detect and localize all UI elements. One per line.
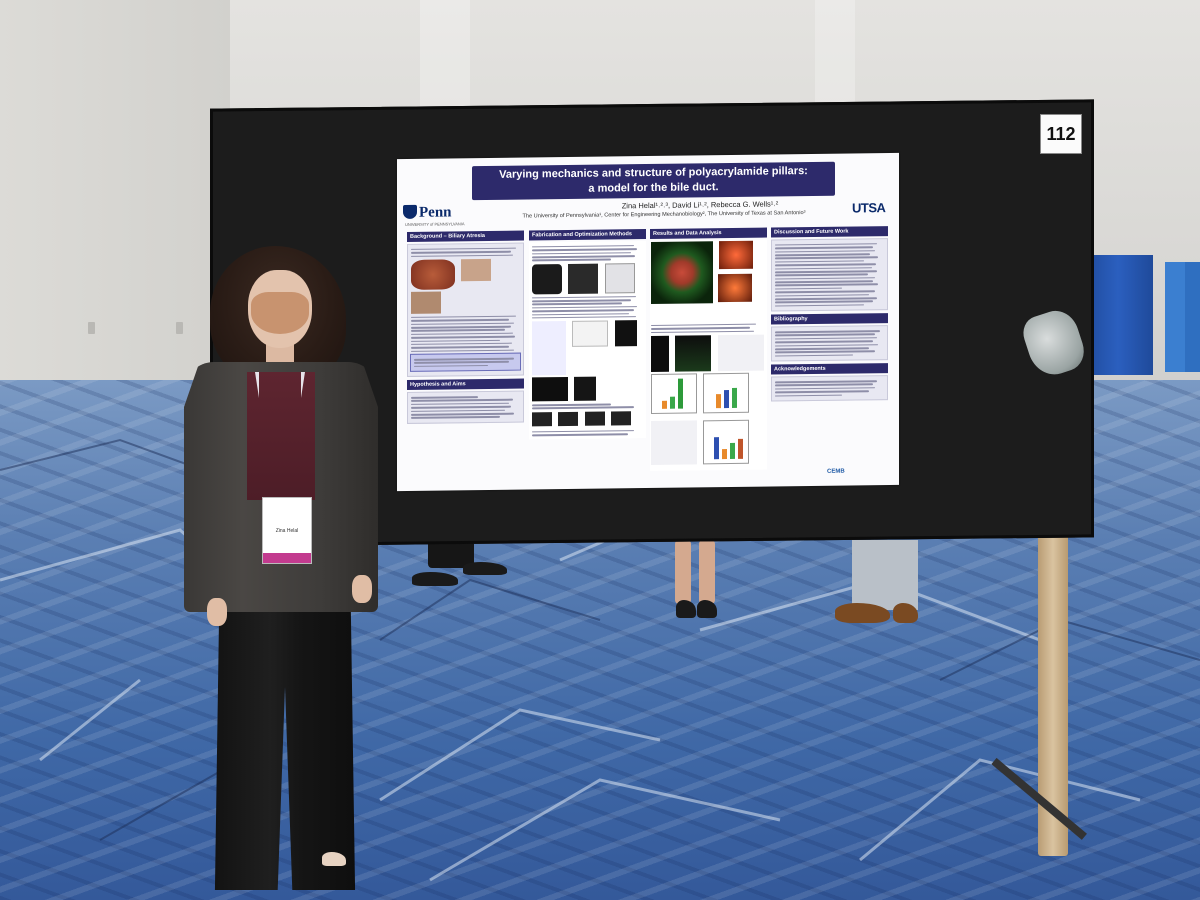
liver-illustration (411, 259, 455, 290)
section-heading: Acknowledgements (771, 363, 888, 375)
face-mask (251, 292, 309, 334)
presenter-hand (352, 575, 372, 603)
microscopy-image (718, 273, 752, 303)
booth-number: 112 (1040, 114, 1082, 154)
section-body (650, 239, 767, 471)
wall-outlet (88, 322, 95, 334)
figure-image (614, 320, 637, 347)
figure-image (611, 411, 632, 426)
background-person-leg (699, 540, 715, 604)
microscopy-image (719, 240, 754, 270)
background-person-trousers (852, 540, 918, 610)
bar-chart-figure (703, 372, 750, 414)
microscopy-image (651, 241, 713, 304)
badge-stripe (263, 553, 311, 563)
name-badge: Zina Helal (262, 497, 312, 564)
section-heading: Fabrication and Optimization Methods (529, 229, 646, 241)
objective-box (410, 352, 521, 373)
shoe (676, 600, 696, 618)
section-heading: Discussion and Future Work (771, 226, 888, 238)
wall-outlet (176, 322, 183, 334)
utsa-logo: UTSA (852, 200, 886, 216)
shoe (412, 572, 458, 586)
shoe (697, 600, 717, 618)
poster-column-4: Discussion and Future Work Bibliography … (771, 226, 888, 482)
microscopy-image (651, 335, 669, 372)
poster-column-2: Fabrication and Optimization Methods (529, 229, 646, 485)
blue-curtain (1083, 255, 1153, 375)
figure-image (604, 262, 635, 294)
poster-column-3: Results and Data Analysis (650, 227, 767, 484)
section-heading: Hypothesis and Aims (407, 378, 524, 391)
figure-caption-block (651, 420, 697, 465)
brown-shoe (835, 603, 890, 623)
penn-logo-subtitle: UNIVERSITY of PENNSYLVANIA (405, 221, 465, 227)
exhibit-banner (1165, 262, 1187, 372)
figure-image (411, 291, 441, 314)
presenter-hand (207, 598, 227, 626)
figure-image (572, 320, 609, 348)
research-poster: Varying mechanics and structure of polya… (397, 152, 899, 492)
figure-image (532, 412, 552, 427)
section-body (771, 375, 888, 402)
brown-shoe (893, 603, 918, 623)
section-body (771, 325, 888, 362)
section-body (771, 238, 888, 312)
penn-logo-text: Penn (419, 204, 452, 221)
bar-chart-figure (703, 419, 750, 465)
figure-image (558, 411, 579, 426)
left-wall (0, 0, 230, 415)
figure-caption-block (717, 334, 764, 372)
section-body (407, 242, 524, 378)
figure-image (584, 411, 605, 426)
background-person-leg (675, 540, 691, 604)
poster-title: Varying mechanics and structure of polya… (472, 161, 835, 201)
section-heading: Results and Data Analysis (650, 227, 767, 239)
section-body (529, 241, 646, 440)
badge-name: Zina Helal (275, 528, 299, 534)
exhibit-banner (1185, 262, 1200, 372)
section-heading: Bibliography (771, 313, 888, 325)
shoe (463, 562, 507, 575)
bar-chart-figure (651, 373, 697, 414)
figure-image (532, 377, 568, 402)
penn-shield-icon (403, 204, 417, 219)
microscopy-image (675, 335, 712, 372)
poster-affiliations: The University of Pennsylvania¹, Center … (522, 210, 806, 220)
penn-logo: Penn (403, 204, 452, 222)
cemb-logo: CEMB (827, 468, 845, 475)
presenter-shoe (322, 852, 346, 866)
figure-image (461, 258, 492, 282)
figure-caption-block (532, 321, 566, 376)
poster-column-1: Background – Biliary Atresia Hypothesis … (407, 230, 524, 487)
section-body (407, 390, 524, 424)
figure-image (568, 263, 599, 294)
section-heading: Background – Biliary Atresia (407, 230, 524, 242)
figure-image (574, 376, 597, 402)
figure-image (532, 263, 562, 295)
